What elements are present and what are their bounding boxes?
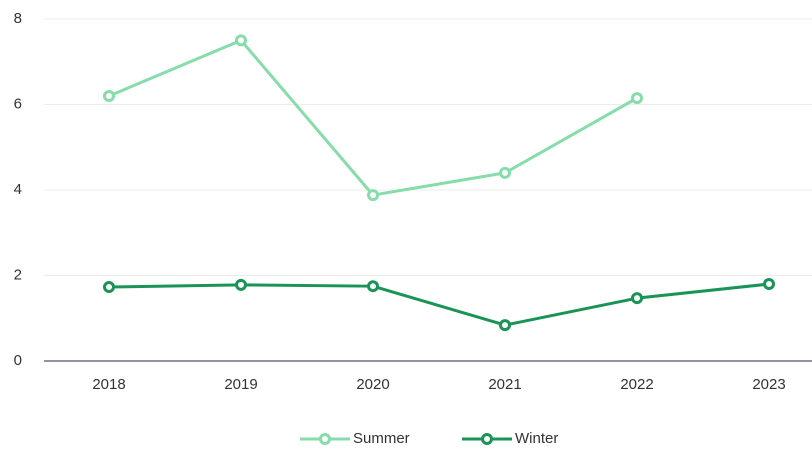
point bbox=[631, 92, 643, 105]
x-tick-label: 2020 bbox=[356, 376, 389, 393]
legend-label: Winter bbox=[515, 430, 558, 447]
point bbox=[367, 280, 379, 293]
x-tick-label: 2023 bbox=[752, 376, 785, 393]
y-tick-label: 8 bbox=[14, 10, 22, 27]
point bbox=[499, 166, 511, 179]
point bbox=[499, 319, 511, 332]
x-tick-label: 2018 bbox=[92, 376, 125, 393]
point bbox=[631, 292, 643, 305]
point bbox=[235, 34, 247, 47]
point bbox=[235, 278, 247, 291]
y-tick-label: 4 bbox=[14, 181, 22, 198]
y-tick-label: 0 bbox=[14, 352, 22, 369]
legend-marker bbox=[319, 433, 331, 445]
x-tick-label: 2021 bbox=[488, 376, 521, 393]
point bbox=[103, 281, 115, 294]
x-tick-label: 2019 bbox=[224, 376, 257, 393]
y-tick-label: 6 bbox=[14, 95, 22, 112]
legend-label: Summer bbox=[353, 430, 410, 447]
point bbox=[763, 278, 775, 291]
point bbox=[103, 89, 115, 102]
legend-marker bbox=[481, 433, 493, 445]
y-tick-label: 2 bbox=[14, 266, 22, 283]
point bbox=[367, 189, 379, 202]
series-line bbox=[108, 282, 770, 327]
x-tick-label: 2022 bbox=[620, 376, 653, 393]
series-line bbox=[108, 38, 638, 197]
